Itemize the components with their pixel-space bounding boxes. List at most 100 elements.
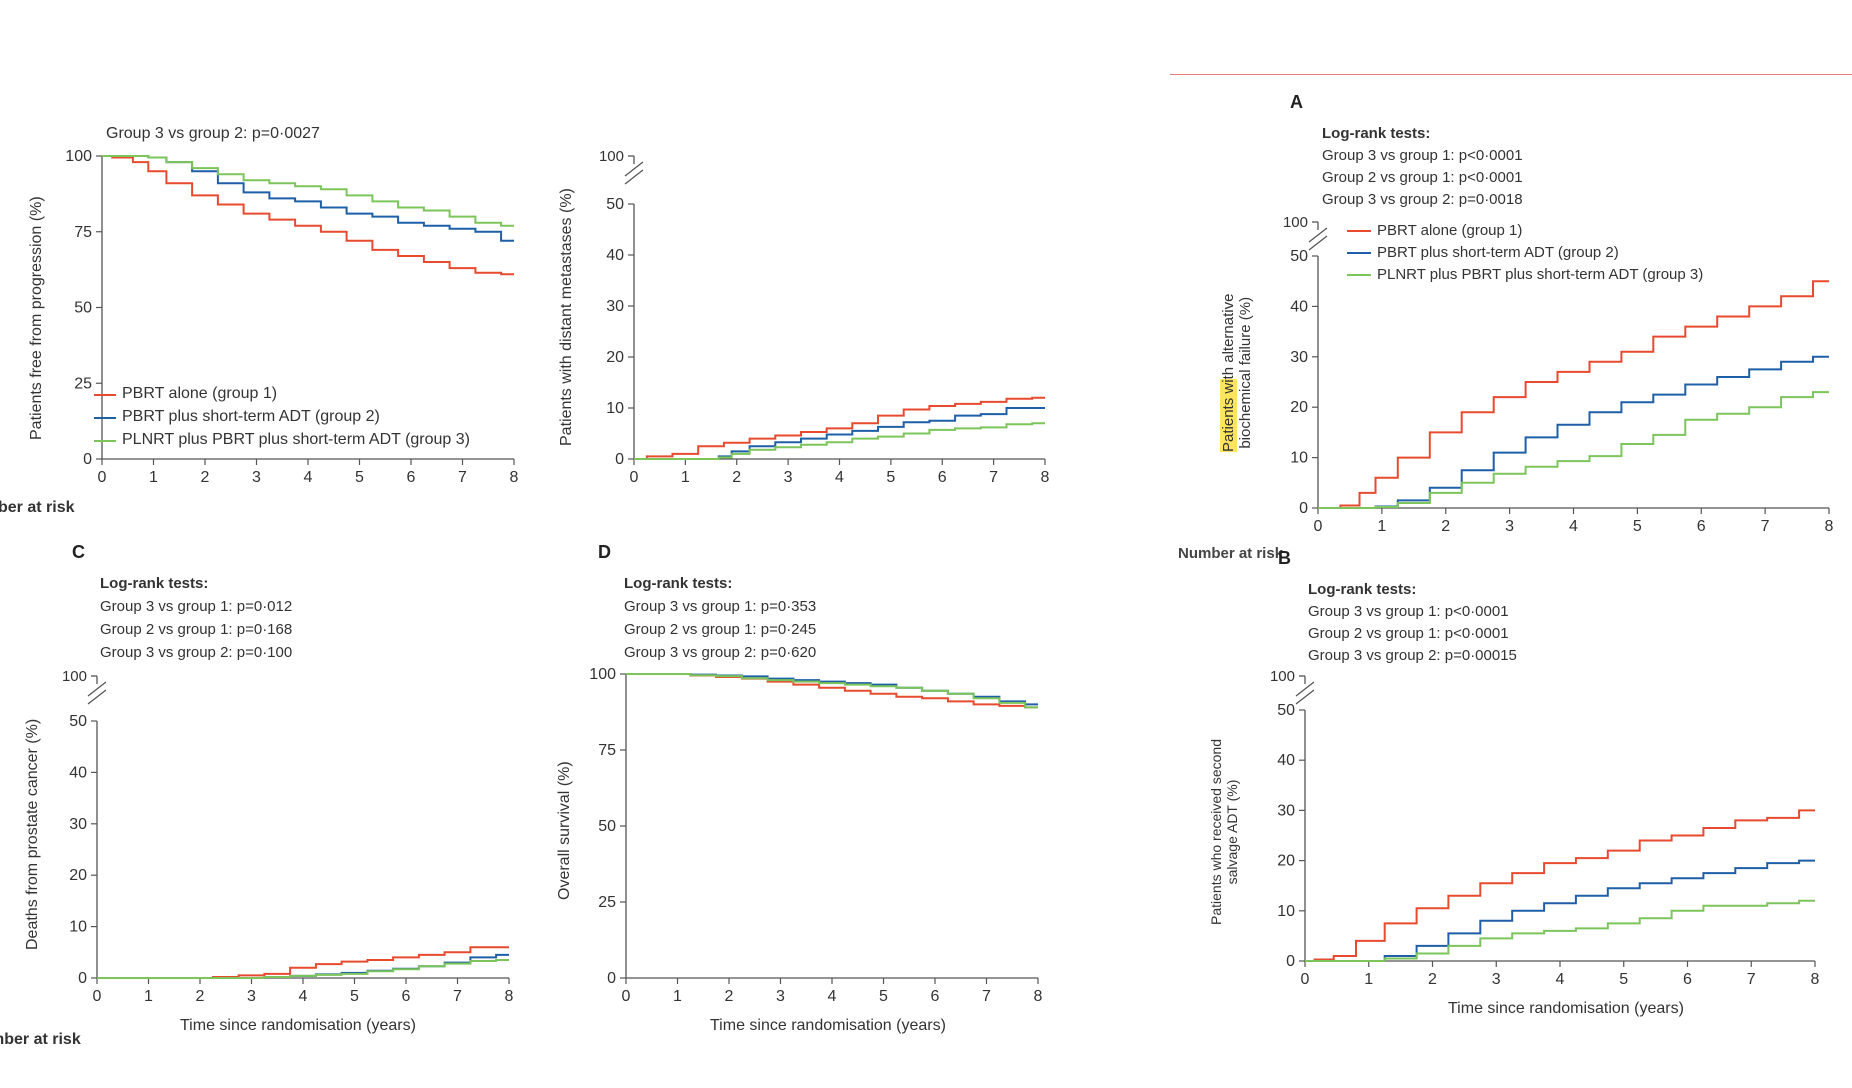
C-x-tick-label: 5 <box>350 988 359 1005</box>
panel-c-test-2: Group 2 vs group 1: p=0·168 <box>100 621 293 638</box>
top-middle-x-tick-label: 8 <box>1041 469 1050 486</box>
B-x-tick-label: 4 <box>1556 971 1565 988</box>
C-x-tick-label: 7 <box>453 988 462 1005</box>
panel-b-test-3: Group 3 vs group 2: p=0·00015 <box>1308 647 1517 664</box>
B-y-tick-label: 30 <box>1277 802 1295 819</box>
panel-d-letter: D <box>598 542 611 562</box>
panel-c-test-1: Group 3 vs group 1: p=0·012 <box>100 598 293 615</box>
panel-b-letter: B <box>1278 548 1291 568</box>
A-x-tick-label: 3 <box>1505 518 1514 535</box>
legend-group2: PBRT plus short-term ADT (group 2) <box>122 408 380 425</box>
C-x-tick-label: 3 <box>247 988 256 1005</box>
B-y-tick-label: 50 <box>1277 702 1295 719</box>
D-x-tick-label: 8 <box>1034 988 1043 1005</box>
top-left-x-tick-label: 1 <box>149 469 158 486</box>
panel-d-tests-title: Log-rank tests: <box>624 575 733 592</box>
D-x-tick-label: 0 <box>622 988 631 1005</box>
top-middle-x-tick-label: 4 <box>835 469 844 486</box>
panel-d-xlabel: Time since randomisation (years) <box>710 1017 946 1034</box>
panel-b-test-1: Group 3 vs group 1: p<0·0001 <box>1308 603 1509 620</box>
A-x-tick-label: 6 <box>1697 518 1706 535</box>
top-middle-y-tick-label: 50 <box>606 196 624 213</box>
C-y-tick-label: 0 <box>78 970 87 987</box>
top-left-y-tick-label: 25 <box>74 375 92 392</box>
A-y-tick-label: 30 <box>1290 349 1308 366</box>
C-series-2-line <box>97 953 509 979</box>
panel-d-test-3: Group 3 vs group 2: p=0·620 <box>624 644 817 661</box>
A-axis-break-mark <box>1308 235 1328 251</box>
B-axis-break-mark <box>1295 689 1315 705</box>
B-y-tick-label: 20 <box>1277 853 1295 870</box>
D-y-tick-label: 50 <box>598 818 616 835</box>
A-axis-break-mark <box>1308 227 1328 243</box>
legend-group3: PLNRT plus PBRT plus short-term ADT (gro… <box>122 431 470 448</box>
B-x-tick-label: 8 <box>1811 971 1820 988</box>
top-middle-x-tick-label: 5 <box>886 469 895 486</box>
top-left-series-1-line <box>102 155 514 276</box>
panel-a-test-1: Group 3 vs group 1: p<0·0001 <box>1322 147 1523 164</box>
panel-d-test-2: Group 2 vs group 1: p=0·245 <box>624 621 817 638</box>
top-left-x-tick-label: 5 <box>355 469 364 486</box>
C-series-3-line <box>97 959 509 979</box>
panel-b-tests-title: Log-rank tests: <box>1308 581 1417 598</box>
D-series-1-line <box>626 673 1038 709</box>
panel-a-test-3: Group 3 vs group 2: p=0·0018 <box>1322 191 1523 208</box>
D-x-tick-label: 3 <box>776 988 785 1005</box>
D-series-3-line <box>626 673 1038 709</box>
C-x-tick-label: 0 <box>93 988 102 1005</box>
top-left-y-tick-label: 50 <box>74 300 92 317</box>
top-middle-x-tick-label: 0 <box>630 469 639 486</box>
panel-a-legend-group1: PBRT alone (group 1) <box>1377 222 1523 239</box>
C-x-tick-label: 1 <box>144 988 153 1005</box>
panel-c-xlabel: Time since randomisation (years) <box>180 1017 416 1034</box>
B-y-tick-label: 40 <box>1277 752 1295 769</box>
panel-c-test-3: Group 3 vs group 2: p=0·100 <box>100 644 293 661</box>
top-middle-series-1-line <box>634 396 1045 460</box>
panel-c-tests-title: Log-rank tests: <box>100 575 209 592</box>
top-middle-y-tick-label: 100 <box>599 148 624 165</box>
top-left-y-tick-label: 100 <box>65 148 92 165</box>
B-x-tick-label: 6 <box>1683 971 1692 988</box>
D-x-tick-label: 5 <box>879 988 888 1005</box>
panel-a-test-2: Group 2 vs group 1: p<0·0001 <box>1322 169 1523 186</box>
A-x-tick-label: 0 <box>1314 518 1323 535</box>
B-axis-break-mark <box>1295 681 1315 697</box>
D-y-tick-label: 75 <box>598 742 616 759</box>
panel-a-tests-title: Log-rank tests: <box>1322 125 1431 142</box>
top-left-y-tick-label: 75 <box>74 224 92 241</box>
top-middle-y-tick-label: 40 <box>606 247 624 264</box>
legend-group1: PBRT alone (group 1) <box>122 385 278 402</box>
top-middle-axis-break-mark <box>624 161 644 177</box>
D-y-tick-label: 100 <box>589 666 616 683</box>
D-y-tick-label: 0 <box>607 970 616 987</box>
B-y-tick-label: 100 <box>1270 668 1295 685</box>
top-middle-series-2-line <box>634 407 1045 460</box>
panel-b-test-2: Group 2 vs group 1: p<0·0001 <box>1308 625 1509 642</box>
D-series-2-line <box>626 673 1038 706</box>
C-series-1-line <box>97 946 509 979</box>
D-x-tick-label: 6 <box>931 988 940 1005</box>
A-y-tick-label: 20 <box>1290 399 1308 416</box>
C-x-tick-label: 8 <box>505 988 514 1005</box>
top-middle-y-tick-label: 20 <box>606 349 624 366</box>
C-y-tick-label: 30 <box>69 816 87 833</box>
C-y-tick-label: 10 <box>69 919 87 936</box>
number-at-risk-fragment-bottom: mber at risk <box>0 1031 81 1048</box>
D-x-tick-label: 2 <box>725 988 734 1005</box>
A-x-tick-label: 1 <box>1377 518 1386 535</box>
D-x-tick-label: 1 <box>673 988 682 1005</box>
top-left-pvalue: Group 3 vs group 2: p=0·0027 <box>106 125 320 142</box>
A-x-tick-label: 2 <box>1441 518 1450 535</box>
B-y-tick-label: 10 <box>1277 903 1295 920</box>
panel-c-letter: C <box>72 542 85 562</box>
B-series-2-line <box>1305 859 1815 962</box>
B-series-3-line <box>1305 899 1815 962</box>
C-y-tick-label: 40 <box>69 764 87 781</box>
C-axis-break-mark <box>87 681 107 697</box>
top-middle-x-tick-label: 1 <box>681 469 690 486</box>
A-x-tick-label: 8 <box>1825 518 1834 535</box>
C-x-tick-label: 6 <box>402 988 411 1005</box>
D-x-tick-label: 4 <box>828 988 837 1005</box>
top-left-y-tick-label: 0 <box>83 451 92 468</box>
